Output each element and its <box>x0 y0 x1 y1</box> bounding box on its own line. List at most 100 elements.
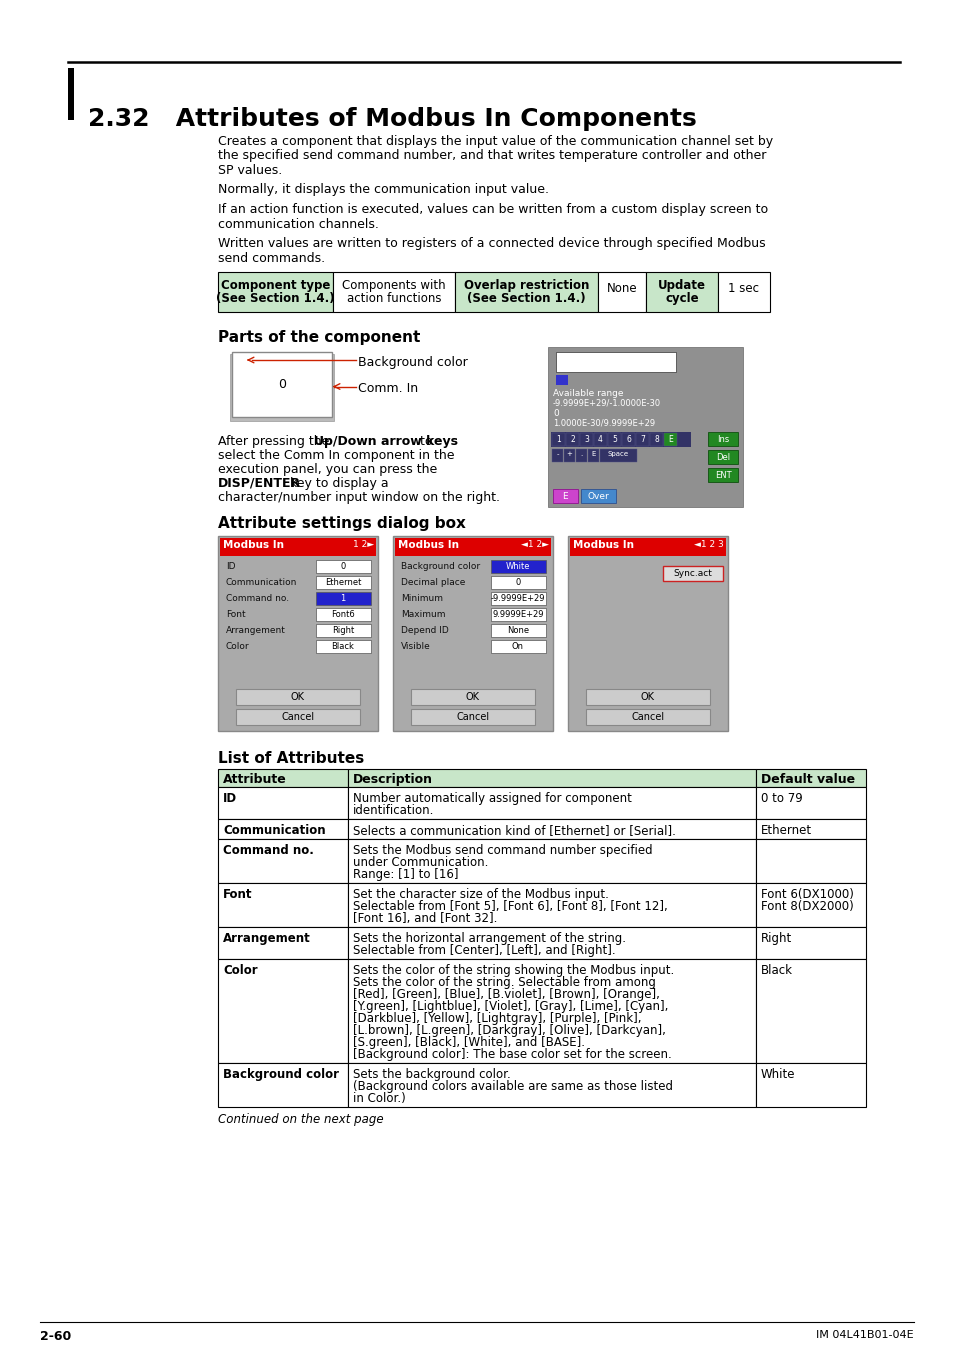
Text: 1: 1 <box>556 435 560 444</box>
Text: Right: Right <box>760 931 791 945</box>
Text: Background color: Background color <box>223 1068 338 1081</box>
Bar <box>333 271 455 312</box>
Text: Creates a component that displays the input value of the communication channel s: Creates a component that displays the in… <box>218 135 772 148</box>
Text: Space: Space <box>607 451 628 458</box>
Bar <box>663 433 677 446</box>
Text: Component type: Component type <box>220 279 330 292</box>
Bar <box>220 539 375 556</box>
Text: E: E <box>561 491 567 501</box>
Bar <box>585 688 709 705</box>
Bar <box>395 539 551 556</box>
Text: Arrangement: Arrangement <box>223 931 311 945</box>
Text: Command no.: Command no. <box>226 594 289 603</box>
Bar <box>718 271 769 312</box>
Text: Parts of the component: Parts of the component <box>218 329 420 346</box>
Bar <box>587 450 598 462</box>
Text: Font: Font <box>226 610 245 620</box>
Text: OK: OK <box>640 693 655 702</box>
Text: [Darkblue], [Yellow], [Lightgray], [Purple], [Pink],: [Darkblue], [Yellow], [Lightgray], [Purp… <box>353 1012 640 1025</box>
Text: key to display a: key to display a <box>286 477 388 490</box>
Text: Sets the background color.: Sets the background color. <box>353 1068 510 1081</box>
Text: execution panel, you can press the: execution panel, you can press the <box>218 463 436 477</box>
Bar <box>755 838 865 883</box>
Bar <box>662 566 722 580</box>
Bar <box>565 433 578 446</box>
Bar <box>755 787 865 819</box>
Text: cycle: cycle <box>664 292 699 305</box>
Bar <box>556 352 676 373</box>
Text: under Communication.: under Communication. <box>353 856 488 869</box>
Text: Cancel: Cancel <box>456 711 489 722</box>
Text: 7: 7 <box>639 435 644 444</box>
Text: Sets the horizontal arrangement of the string.: Sets the horizontal arrangement of the s… <box>353 931 625 945</box>
Text: -9.9999E+29/-1.0000E-30: -9.9999E+29/-1.0000E-30 <box>553 400 660 408</box>
Text: select the Comm In component in the: select the Comm In component in the <box>218 450 454 462</box>
Text: 8: 8 <box>654 435 659 444</box>
Text: If an action function is executed, values can be written from a custom display s: If an action function is executed, value… <box>218 202 767 216</box>
Text: [L.brown], [L.green], [Darkgray], [Olive], [Darkcyan],: [L.brown], [L.green], [Darkgray], [Olive… <box>353 1025 665 1037</box>
Bar <box>491 576 545 589</box>
Bar <box>553 489 578 504</box>
Bar <box>491 593 545 605</box>
Bar <box>218 1062 348 1107</box>
Text: 0: 0 <box>553 409 558 418</box>
Bar <box>552 433 564 446</box>
Bar <box>348 819 755 838</box>
Text: E: E <box>591 451 595 458</box>
Text: Comm. In: Comm. In <box>357 382 417 396</box>
Text: Description: Description <box>353 774 433 786</box>
Text: White: White <box>505 562 530 571</box>
Text: Communication: Communication <box>226 578 297 587</box>
Text: 2: 2 <box>570 435 575 444</box>
Text: Modbus In: Modbus In <box>397 540 458 549</box>
Bar <box>707 450 738 464</box>
Bar <box>348 958 755 1062</box>
Bar <box>645 271 718 312</box>
Text: action functions: action functions <box>346 292 441 305</box>
Text: Black: Black <box>332 643 355 651</box>
Text: Range: [1] to [16]: Range: [1] to [16] <box>353 868 458 882</box>
Bar <box>315 560 371 572</box>
Bar <box>235 709 359 725</box>
Bar <box>348 838 755 883</box>
Bar <box>755 769 865 787</box>
Text: character/number input window on the right.: character/number input window on the rig… <box>218 491 499 504</box>
Text: 3: 3 <box>583 435 588 444</box>
Text: -9.9999E+29: -9.9999E+29 <box>490 594 545 603</box>
Bar <box>755 883 865 927</box>
Bar <box>755 958 865 1062</box>
Bar <box>567 536 727 730</box>
Text: Command no.: Command no. <box>223 844 314 857</box>
Text: Decimal place: Decimal place <box>400 578 465 587</box>
Text: [Font 16], and [Font 32].: [Font 16], and [Font 32]. <box>353 913 497 925</box>
Bar <box>621 433 635 446</box>
Text: Right: Right <box>332 626 354 634</box>
Bar <box>455 271 598 312</box>
Bar <box>315 624 371 637</box>
Bar <box>348 1062 755 1107</box>
Text: Del: Del <box>715 454 729 462</box>
Text: 1 2►: 1 2► <box>353 540 374 549</box>
Bar <box>563 450 575 462</box>
Text: Components with: Components with <box>342 279 445 292</box>
Text: 1: 1 <box>340 594 345 603</box>
Bar <box>411 688 535 705</box>
Text: Color: Color <box>226 643 250 651</box>
Text: On: On <box>512 643 523 651</box>
Text: DISP/ENTER: DISP/ENTER <box>218 477 301 490</box>
Bar <box>348 769 755 787</box>
Bar <box>348 787 755 819</box>
Text: Black: Black <box>760 964 792 977</box>
Text: [S.green], [Black], [White], and [BASE].: [S.green], [Black], [White], and [BASE]. <box>353 1035 584 1049</box>
Text: the specified send command number, and that writes temperature controller and ot: the specified send command number, and t… <box>218 150 765 162</box>
Bar <box>755 1062 865 1107</box>
Text: Arrangement: Arrangement <box>226 626 286 634</box>
Bar <box>218 787 348 819</box>
Bar <box>218 271 333 312</box>
Text: IM 04L41B01-04E: IM 04L41B01-04E <box>816 1330 913 1341</box>
Bar <box>569 539 725 556</box>
Text: Modbus In: Modbus In <box>573 540 634 549</box>
Text: After pressing the: After pressing the <box>218 435 333 448</box>
Bar <box>594 433 606 446</box>
Text: E: E <box>667 435 672 444</box>
